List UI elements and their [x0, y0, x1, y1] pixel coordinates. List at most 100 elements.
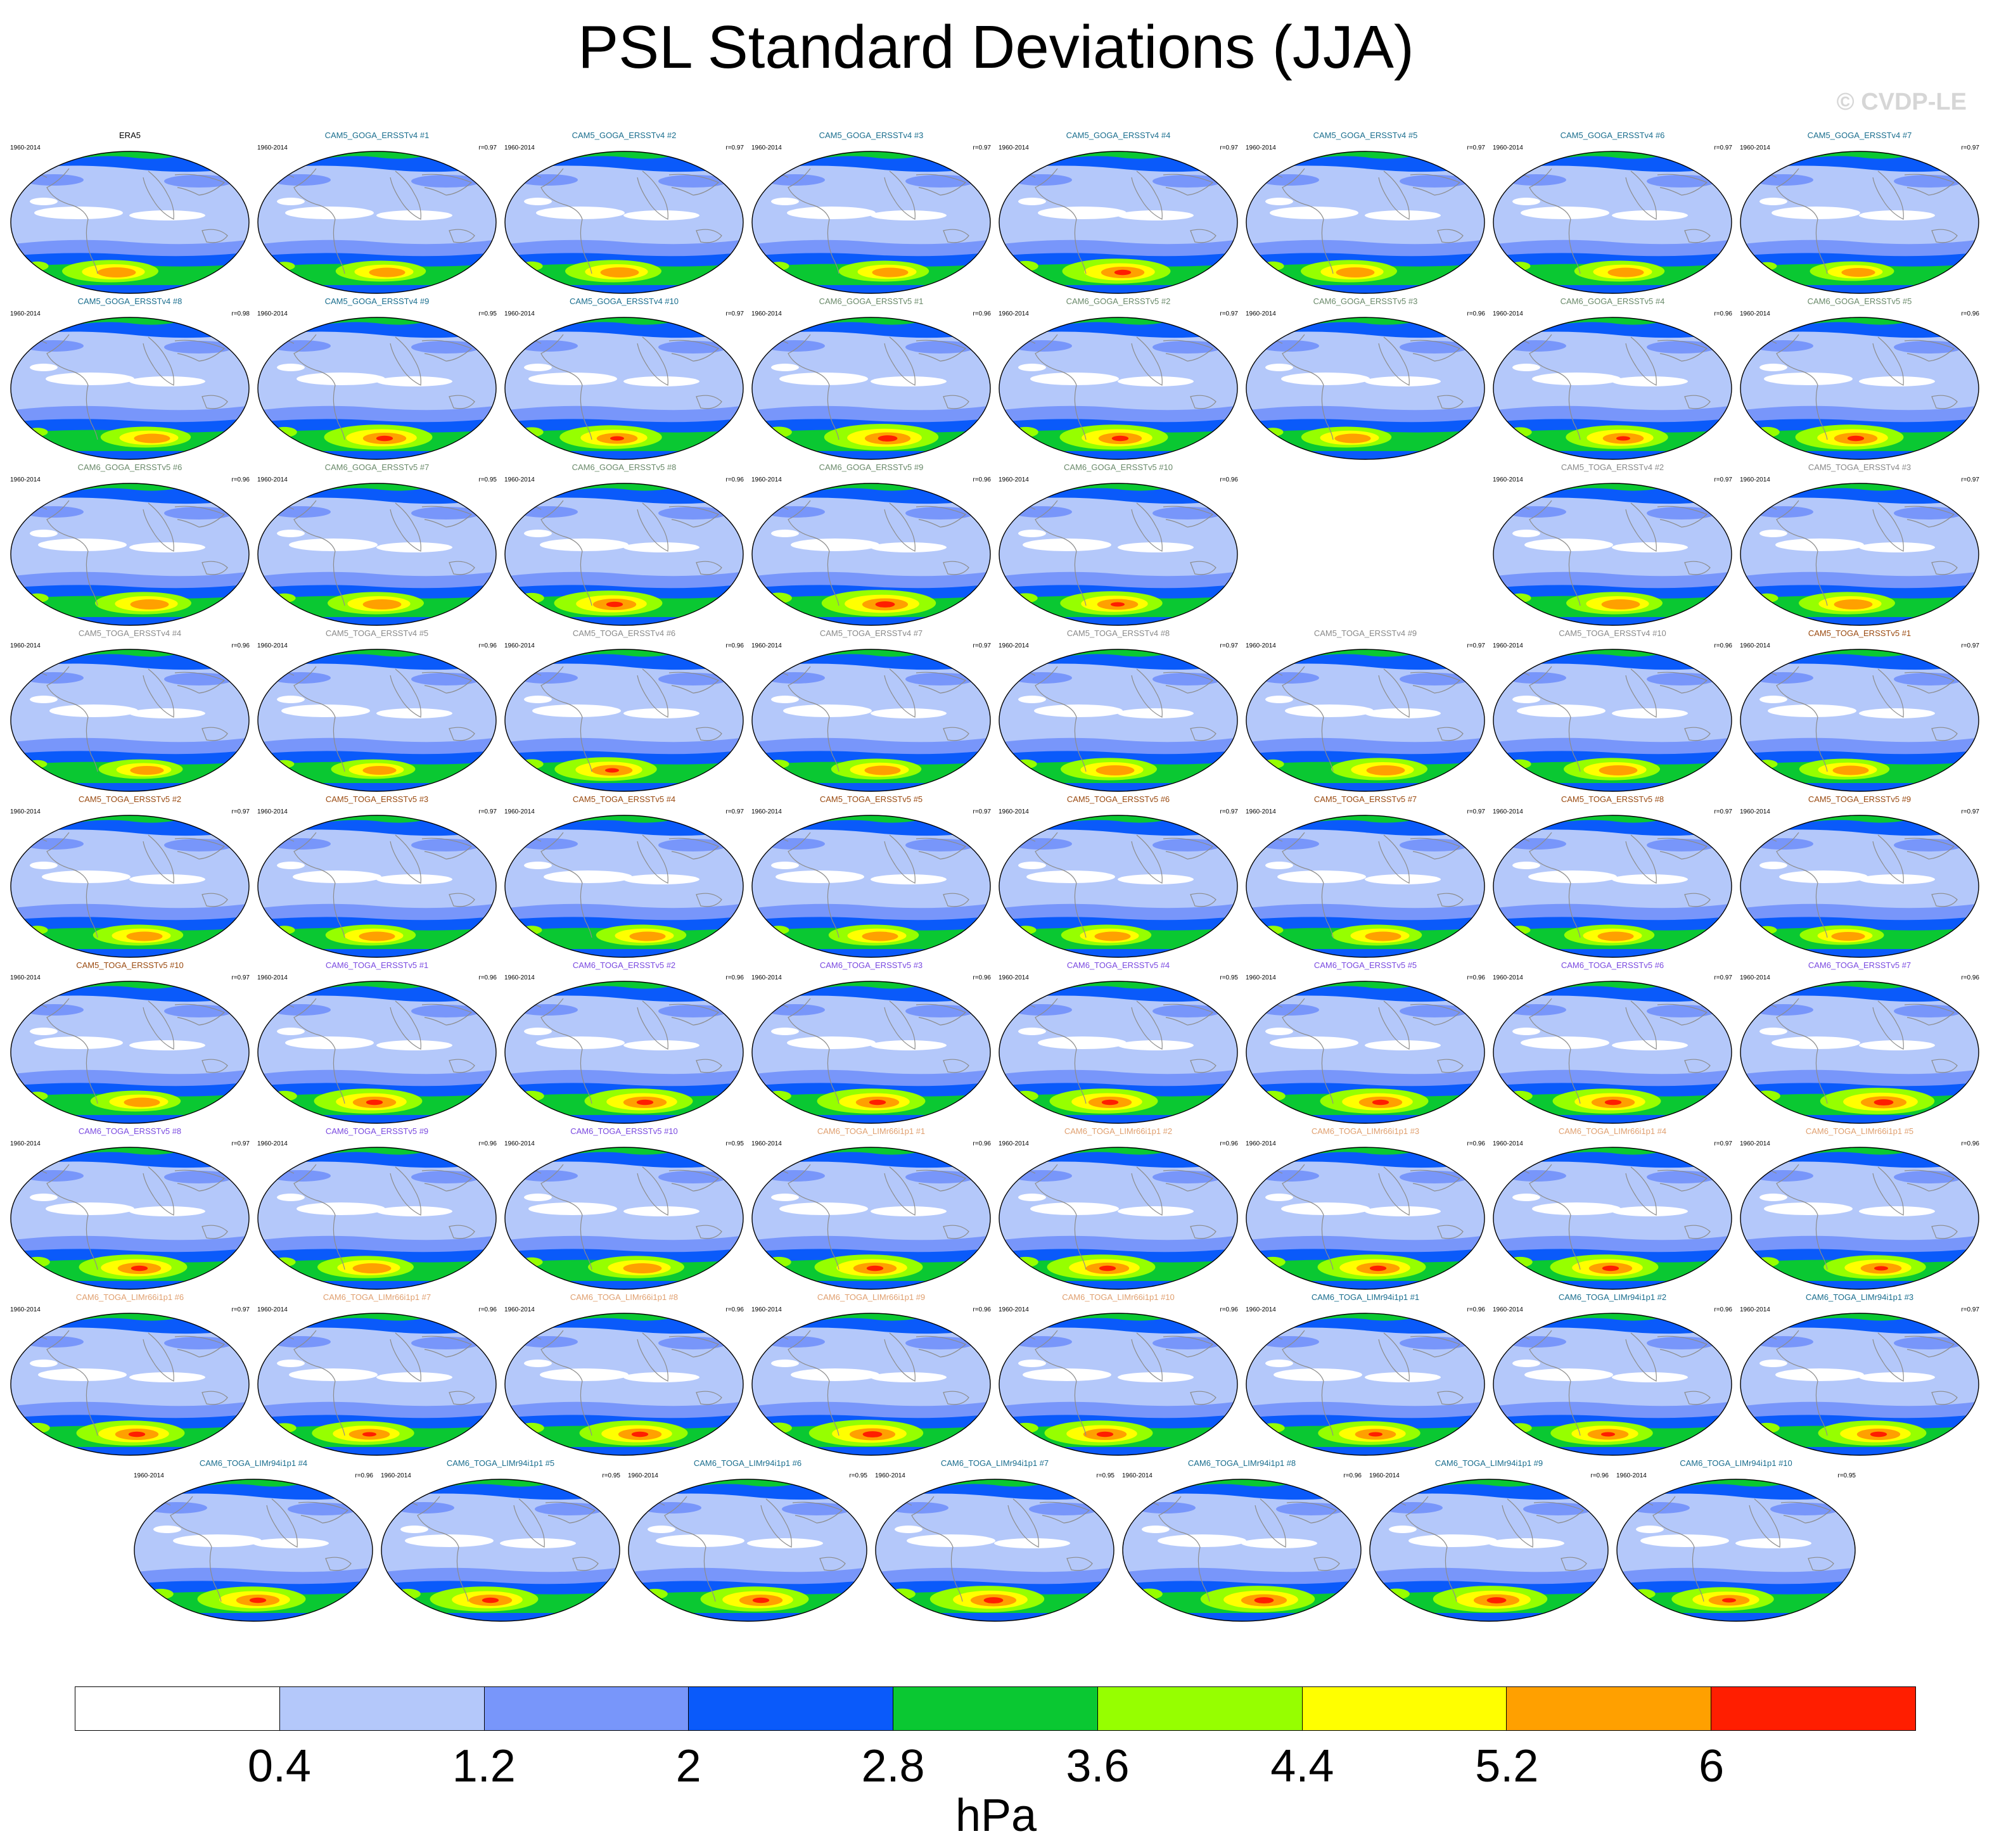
- panel-pattern-correlation: r=0.97: [231, 1140, 250, 1147]
- psl-level-4.4-max: [1756, 760, 1778, 768]
- psl-level-2-patch: [782, 1503, 852, 1515]
- psl-level-0.4-patch: [297, 373, 385, 385]
- panel-pattern-correlation: r=0.97: [231, 808, 250, 815]
- coastline-americas: [1776, 1164, 1818, 1216]
- panel-pattern-correlation: r=0.96: [1467, 1306, 1485, 1313]
- psl-level-0.4-patch: [524, 1028, 552, 1035]
- panel-pattern-correlation: r=0.95: [602, 1472, 620, 1479]
- coastline-africa-europe: [884, 170, 916, 220]
- coastline-australia: [696, 1059, 722, 1073]
- map-panel: CAM5_GOGA_ERSSTv4 #5 1960-2014 r=0.97: [1242, 131, 1489, 296]
- psl-level-0.4-patch: [1265, 198, 1293, 205]
- coastline-south-america: [1074, 1048, 1087, 1104]
- panel-years: 1960-2014: [1493, 1306, 1523, 1313]
- psl-level-0.4-patch: [1775, 538, 1864, 551]
- psl-level-0.4-patch: [787, 1036, 876, 1049]
- panel-title: CAM6_TOGA_ERSSTv5 #5: [1313, 960, 1417, 970]
- coastline-asia: [421, 506, 473, 528]
- psl-level-0.4-patch: [1018, 530, 1046, 537]
- psl-level-0.4-patch: [1274, 1368, 1362, 1381]
- coastline-americas: [46, 500, 89, 552]
- map-panel: CAM6_GOGA_ERSSTv5 #10 1960-2014 r=0.96: [995, 462, 1242, 628]
- psl-level-0.4-patch: [1512, 364, 1540, 371]
- panel-title: CAM5_TOGA_ERSSTv5 #2: [78, 794, 182, 804]
- coastline-australia: [1437, 229, 1464, 243]
- empty-panel-slot: [1242, 462, 1489, 628]
- coastline-australia: [1684, 893, 1711, 907]
- coastline-australia: [696, 229, 722, 243]
- map-panel: CAM6_TOGA_ERSSTv5 #9 1960-2014 r=0.96: [253, 1126, 501, 1292]
- coastline-south-america: [1815, 551, 1828, 606]
- coastline-africa-europe: [1625, 170, 1657, 220]
- map-panel: CAM6_GOGA_ERSSTv5 #1 1960-2014 r=0.96: [748, 296, 995, 462]
- psl-level-4.4-max: [1013, 426, 1038, 438]
- panel-years: 1960-2014: [1493, 808, 1523, 815]
- coastline-asia: [1163, 340, 1214, 362]
- map-panel: CAM6_TOGA_LIMr94i1p1 #8 1960-2014 r=0.96: [1118, 1458, 1365, 1624]
- robinson-map: [1122, 1479, 1362, 1622]
- colorbar-tick-label: 4.4: [1270, 1741, 1334, 1792]
- psl-level-max-core: [376, 435, 393, 442]
- robinson-map: [257, 981, 497, 1124]
- psl-level-max-core: [1096, 1431, 1114, 1437]
- psl-level-0.4-patch: [38, 1368, 127, 1381]
- coastline-asia: [174, 1169, 226, 1192]
- coastline-south-america: [333, 551, 345, 606]
- panel-years: 1960-2014: [1740, 144, 1770, 151]
- coastline-south-america: [1815, 219, 1828, 274]
- psl-level-2-patch: [658, 507, 728, 519]
- colorbar-box: [893, 1687, 1098, 1730]
- psl-level-6-max: [1365, 931, 1401, 941]
- coastline-australia: [1190, 1391, 1216, 1405]
- psl-level-0.4-patch: [1270, 207, 1358, 219]
- psl-level-4.4-max: [27, 926, 48, 934]
- psl-level-0.4-patch: [173, 1534, 262, 1547]
- panel-pattern-correlation: r=0.96: [478, 642, 497, 649]
- panel-title: CAM5_GOGA_ERSSTv4 #5: [1313, 131, 1418, 140]
- coastline-south-america: [1568, 1048, 1581, 1104]
- psl-level-2-patch: [411, 673, 481, 685]
- panel-years: 1960-2014: [1122, 1472, 1152, 1479]
- coastline-asia: [1533, 1501, 1585, 1524]
- psl-level-0.4-patch: [771, 862, 799, 869]
- psl-level-2-patch: [905, 175, 975, 188]
- psl-level-0.4-patch: [277, 1360, 305, 1367]
- map-panel: CAM6_TOGA_LIMr94i1p1 #6 1960-2014 r=0.95: [624, 1458, 871, 1624]
- panel-title: CAM6_TOGA_ERSSTv5 #9: [325, 1126, 429, 1136]
- panel-title: CAM5_TOGA_ERSSTv4 #5: [325, 628, 429, 638]
- robinson-map: [751, 483, 991, 626]
- coastline-americas: [1035, 998, 1077, 1050]
- coastline-africa-europe: [390, 336, 421, 386]
- psl-level-0.4-patch: [1023, 1368, 1111, 1381]
- psl-level-0.4-patch: [34, 1036, 123, 1049]
- panel-years: 1960-2014: [504, 642, 535, 649]
- psl-level-0.4-patch: [1512, 1194, 1540, 1201]
- panel-years: 1960-2014: [999, 1140, 1029, 1147]
- panel-title: CAM5_TOGA_ERSSTv4 #7: [819, 628, 923, 638]
- panel-pattern-correlation: r=0.96: [725, 1306, 744, 1313]
- robinson-map: [257, 815, 497, 958]
- coastline-south-america: [827, 551, 840, 606]
- psl-level-0.4-patch: [30, 1360, 58, 1367]
- panel-title: CAM6_GOGA_ERSSTv5 #8: [571, 462, 677, 472]
- robinson-map: [999, 1147, 1238, 1290]
- robinson-map: [999, 317, 1238, 460]
- psl-level-0.4-patch: [1281, 1202, 1370, 1215]
- panel-pattern-correlation: r=0.96: [725, 974, 744, 981]
- coastline-australia: [819, 1557, 846, 1571]
- coastline-asia: [1904, 672, 1955, 694]
- psl-level-0.4-patch: [1023, 538, 1111, 551]
- panel-pattern-correlation: r=0.95: [1096, 1472, 1114, 1479]
- coastline-americas: [1776, 168, 1818, 220]
- coastline-australia: [696, 1225, 722, 1239]
- map-panel: CAM6_TOGA_ERSSTv5 #3 1960-2014 r=0.96: [748, 960, 995, 1126]
- coastline-south-america: [580, 219, 592, 274]
- panel-pattern-correlation: r=0.97: [478, 808, 497, 815]
- map-panel: CAM6_TOGA_LIMr66i1p1 #8 1960-2014 r=0.96: [501, 1292, 748, 1458]
- psl-level-4.4-max: [1260, 1090, 1286, 1102]
- coastline-americas: [664, 1496, 706, 1548]
- psl-level-max-core: [1602, 1265, 1619, 1271]
- coastline-asia: [1657, 174, 1708, 196]
- panel-years: 1960-2014: [751, 642, 782, 649]
- colorbar-box: [1507, 1687, 1712, 1730]
